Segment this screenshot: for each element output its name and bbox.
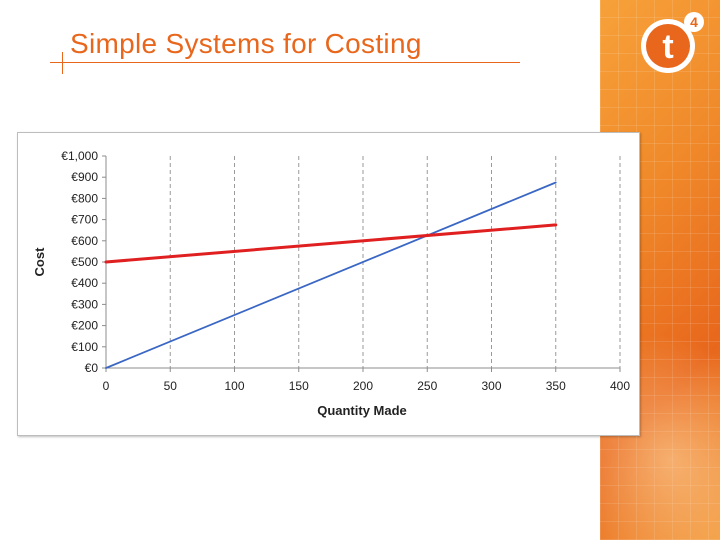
y-tick-label-700: €700 [71, 213, 98, 227]
y-tick-label-1000: €1,000 [61, 149, 98, 163]
title-underline [50, 62, 520, 63]
y-axis-title: Cost [32, 247, 47, 277]
label-layer: Quantity Made Cost €0 €100 €200 €300 €400 €50… [32, 149, 630, 418]
series-line-1 [105, 181, 557, 369]
x-tick-label-0: 0 [103, 379, 110, 393]
logo-sup-disc [684, 12, 704, 32]
grid-layer [169, 156, 621, 368]
slide-title: Simple Systems for Costing [70, 28, 422, 59]
x-tick-label-300: 300 [481, 379, 501, 393]
logo-superscript: 4 [690, 14, 698, 30]
y-tick-label-200: €200 [71, 319, 98, 333]
x-tick-label-400: 400 [610, 379, 630, 393]
y-tick-label-0: €0 [85, 361, 99, 375]
x-tick-label-350: 350 [546, 379, 566, 393]
x-axis-title: Quantity Made [317, 403, 407, 418]
y-tick-label-800: €800 [71, 191, 98, 205]
y-tick-label-900: €900 [71, 170, 98, 184]
x-tick-label-100: 100 [224, 379, 244, 393]
y-tick-label-500: €500 [71, 255, 98, 269]
y-tick-label-300: €300 [71, 297, 98, 311]
series-line-2 [104, 223, 558, 264]
x-tick-label-250: 250 [417, 379, 437, 393]
y-tick-label-100: €100 [71, 340, 98, 354]
decorative-orange-band [600, 0, 720, 540]
x-tick-label-150: 150 [289, 379, 309, 393]
x-tick-label-200: 200 [353, 379, 373, 393]
series-layer [104, 181, 558, 369]
y-tick-label-400: €400 [71, 276, 98, 290]
title-tick-mark [62, 52, 63, 74]
logo-letter: t [662, 28, 673, 66]
cost-chart: Quantity Made Cost €0 €100 €200 €300 €400 €50… [32, 149, 630, 418]
y-tick-label-600: €600 [71, 234, 98, 248]
x-tick-label-50: 50 [164, 379, 178, 393]
logo-disc [646, 24, 690, 68]
t4-logo: t 4 [641, 12, 704, 73]
chart-panel: Quantity Made Cost €0 €100 €200 €300 €400 €50… [17, 132, 640, 436]
